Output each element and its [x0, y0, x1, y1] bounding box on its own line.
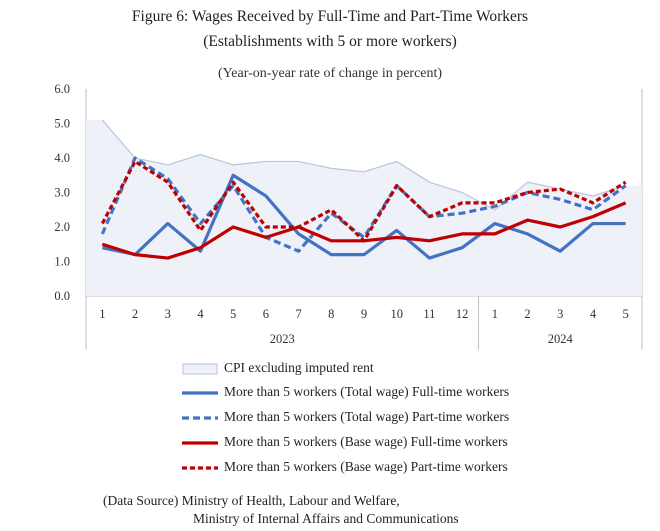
x-tick-label: 2 [132, 307, 138, 321]
y-tick-label: 3.0 [54, 186, 70, 200]
legend-label-cpi: CPI excluding imputed rent [224, 360, 374, 375]
x-tick-label: 1 [492, 307, 498, 321]
y-tick-label: 5.0 [54, 117, 70, 131]
legend-swatch-cpi [182, 363, 218, 375]
x-tick-label: 3 [557, 307, 563, 321]
legend-label-base-parttime: More than 5 workers (Base wage) Part-tim… [224, 459, 508, 474]
legend-label-total-parttime: More than 5 workers (Total wage) Part-ti… [224, 409, 510, 424]
legend-swatch-base-parttime [182, 466, 218, 470]
y-tick-label: 0.0 [54, 289, 70, 303]
total-wage-fulltime-line [102, 173, 626, 260]
x-tick-label: 10 [390, 307, 403, 321]
chart-subtitle: (Establishments with 5 or more workers) [203, 33, 457, 50]
x-tick-label: 1 [99, 307, 105, 321]
x-tick-label: 4 [197, 307, 204, 321]
y-tick-label: 1.0 [54, 255, 70, 269]
y-tick-label: 4.0 [54, 151, 70, 165]
x-tick-label: 12 [456, 307, 469, 321]
year-label: 2023 [270, 332, 295, 346]
line-chart: 0.01.02.03.04.05.06.0 1 2 3 4 5 6 7 8 9 10 11 12 1 2 3… [54, 82, 643, 350]
legend-label-base-fulltime: More than 5 workers (Base wage) Full-tim… [224, 434, 508, 449]
x-tick-label: 9 [361, 307, 367, 321]
x-tick-label: 5 [623, 307, 629, 321]
x-tick-label: 6 [263, 307, 269, 321]
legend-swatch-total-fulltime [182, 391, 218, 395]
data-source-line-2: Ministry of Internal Affairs and Communi… [193, 511, 459, 526]
x-tick-label: 7 [295, 307, 301, 321]
base-wage-parttime-line [100, 159, 627, 243]
year-label: 2024 [548, 332, 574, 346]
chart-title: Figure 6: Wages Received by Full-Time an… [131, 8, 529, 25]
data-source-line-1: (Data Source) Ministry of Health, Labour… [103, 493, 400, 508]
x-tick-label: 4 [590, 307, 597, 321]
x-tick-label: 8 [328, 307, 334, 321]
x-tick-label: 5 [230, 307, 236, 321]
legend-swatch-total-parttime [182, 416, 218, 420]
x-tick-label: 2 [524, 307, 530, 321]
legend-swatch-base-fulltime [182, 441, 218, 445]
x-tick-label: 11 [423, 307, 435, 321]
x-tick-label: 3 [165, 307, 171, 321]
total-wage-parttime-line [100, 156, 627, 253]
y-tick-label: 6.0 [54, 82, 70, 96]
y-tick-label: 2.0 [54, 220, 70, 234]
unit-label: (Year-on-year rate of change in percent) [217, 66, 443, 81]
legend-label-total-fulltime: More than 5 workers (Total wage) Full-ti… [224, 384, 510, 399]
cpi-area-fill [86, 120, 642, 296]
cpi-area-line [101, 119, 626, 211]
